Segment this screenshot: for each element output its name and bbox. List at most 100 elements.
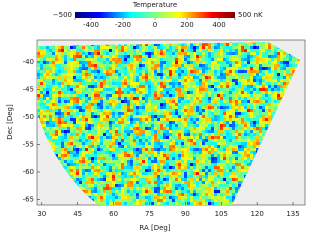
map-cell	[94, 196, 97, 199]
map-cell	[238, 160, 241, 163]
map-cell	[244, 145, 247, 148]
map-cell	[40, 88, 43, 91]
map-cell	[196, 163, 199, 166]
map-cell	[196, 145, 199, 148]
map-cell	[199, 70, 202, 73]
map-cell	[115, 118, 118, 121]
map-cell	[136, 124, 139, 127]
map-cell	[166, 118, 169, 121]
map-cell	[136, 166, 139, 169]
map-cell	[124, 190, 127, 193]
map-cell	[184, 97, 187, 100]
map-cell	[223, 61, 226, 64]
map-cell	[220, 148, 223, 151]
map-cell	[178, 130, 181, 133]
map-cell	[202, 73, 205, 76]
map-cell	[199, 58, 202, 61]
map-cell	[124, 151, 127, 154]
map-cell	[127, 172, 130, 175]
map-cell	[190, 199, 193, 202]
map-cell	[163, 148, 166, 151]
map-cell	[73, 145, 76, 148]
map-cell	[121, 64, 124, 67]
map-cell	[202, 175, 205, 178]
map-cell	[163, 160, 166, 163]
map-cell	[151, 118, 154, 121]
map-cell	[133, 46, 136, 49]
map-cell	[121, 166, 124, 169]
map-cell	[148, 88, 151, 91]
map-cell	[211, 115, 214, 118]
map-cell	[205, 151, 208, 154]
map-cell	[88, 142, 91, 145]
map-cell	[85, 70, 88, 73]
map-cell	[97, 94, 100, 97]
map-cell	[214, 172, 217, 175]
map-cell	[103, 142, 106, 145]
map-cell	[157, 145, 160, 148]
map-cell	[181, 61, 184, 64]
map-cell	[178, 157, 181, 160]
map-cell	[85, 133, 88, 136]
map-cell	[202, 91, 205, 94]
map-cell	[211, 82, 214, 85]
map-cell	[109, 91, 112, 94]
map-cell	[115, 193, 118, 196]
map-cell	[109, 157, 112, 160]
map-cell	[250, 157, 253, 160]
map-cell	[274, 103, 277, 106]
map-cell	[139, 133, 142, 136]
map-cell	[229, 205, 232, 208]
map-cell	[250, 112, 253, 115]
map-cell	[172, 154, 175, 157]
map-cell	[235, 67, 238, 70]
map-cell	[124, 118, 127, 121]
map-cell	[181, 64, 184, 67]
map-cell	[100, 73, 103, 76]
map-cell	[109, 181, 112, 184]
map-cell	[274, 58, 277, 61]
map-cell	[169, 136, 172, 139]
map-cell	[190, 100, 193, 103]
map-cell	[124, 94, 127, 97]
map-cell	[145, 112, 148, 115]
map-cell	[130, 70, 133, 73]
map-cell	[268, 85, 271, 88]
map-cell	[154, 73, 157, 76]
map-cell	[202, 136, 205, 139]
map-cell	[94, 97, 97, 100]
colorbar	[75, 12, 235, 18]
map-cell	[73, 127, 76, 130]
map-cell	[64, 157, 67, 160]
map-cell	[142, 148, 145, 151]
map-cell	[61, 103, 64, 106]
map-cell	[112, 73, 115, 76]
map-cell	[130, 154, 133, 157]
map-cell	[205, 193, 208, 196]
map-cell	[139, 67, 142, 70]
map-cell	[91, 52, 94, 55]
map-cell	[223, 82, 226, 85]
map-cell	[238, 88, 241, 91]
map-cell	[211, 199, 214, 202]
map-cell	[70, 94, 73, 97]
map-cell	[250, 79, 253, 82]
map-cell	[121, 118, 124, 121]
map-cell	[181, 121, 184, 124]
map-cell	[187, 139, 190, 142]
map-cell	[199, 91, 202, 94]
map-cell	[154, 157, 157, 160]
map-cell	[223, 91, 226, 94]
map-cell	[199, 172, 202, 175]
map-cell	[217, 151, 220, 154]
map-cell	[79, 184, 82, 187]
map-cell	[79, 160, 82, 163]
map-cell	[271, 100, 274, 103]
map-cell	[262, 205, 265, 208]
map-cell	[247, 61, 250, 64]
map-cell	[283, 58, 286, 61]
map-cell	[133, 145, 136, 148]
map-cell	[217, 130, 220, 133]
map-cell	[49, 127, 52, 130]
map-cell	[277, 58, 280, 61]
